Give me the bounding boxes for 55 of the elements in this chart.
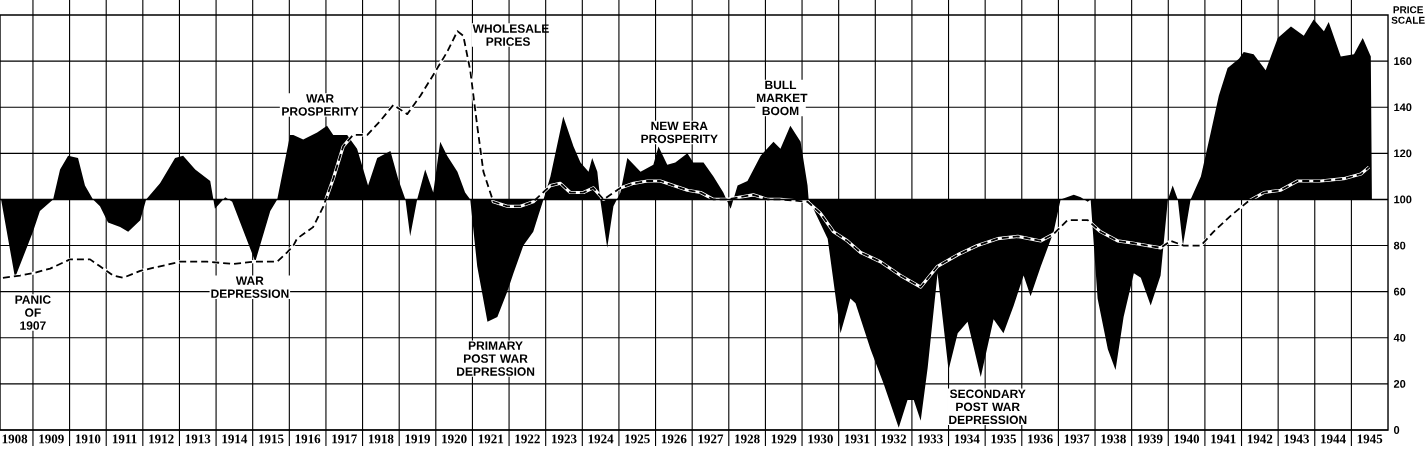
x-tick-label: 1919: [405, 434, 431, 444]
annotation: PRIMARY POST WAR DEPRESSION: [457, 341, 535, 376]
x-tick-label: 1914: [222, 434, 248, 444]
x-tick-label: 1925: [625, 434, 650, 444]
x-tick-label: 1938: [1101, 434, 1126, 444]
x-tick-label: 1924: [588, 434, 614, 444]
annotation: BULL MARKET BOOM: [756, 80, 808, 116]
annotation: PANIC OF 1907: [15, 295, 51, 330]
x-tick-label: 1941: [1211, 434, 1236, 444]
x-tick-label: 1912: [149, 434, 174, 444]
y-axis-title: PRICE SCALE: [1391, 6, 1425, 24]
x-tick-label: 1917: [332, 434, 357, 444]
x-tick-label: 1926: [661, 434, 687, 444]
annotation: WAR DEPRESSION: [211, 276, 289, 298]
y-tick-label: 40: [1393, 333, 1406, 342]
annotation: WAR PROSPERITY: [282, 94, 359, 116]
y-tick-label: 80: [1393, 241, 1406, 250]
y-tick-label: 120: [1394, 149, 1412, 158]
x-tick-label: 1928: [735, 434, 760, 444]
y-tick-label: 60: [1393, 287, 1406, 296]
x-tick-label: 1933: [918, 434, 943, 444]
x-tick-label: 1943: [1284, 434, 1310, 444]
y-tick-label: 20: [1393, 379, 1406, 388]
x-tick-label: 1942: [1247, 434, 1273, 444]
x-tick-label: 1939: [1138, 434, 1163, 444]
x-tick-label: 1913: [185, 434, 211, 444]
x-tick-label: 1920: [442, 434, 467, 444]
x-tick-label: 1916: [295, 434, 321, 444]
x-tick-label: 1923: [552, 434, 577, 444]
y-tick-label: 160: [1394, 57, 1412, 65]
y-tick-label: 100: [1394, 195, 1412, 204]
x-tick-label: 1921: [478, 434, 504, 444]
x-tick-label: 1909: [39, 434, 64, 444]
x-tick-label: 1922: [515, 434, 540, 444]
x-tick-label: 1934: [954, 434, 980, 444]
x-tick-label: 1945: [1357, 434, 1383, 444]
x-tick-label: 1937: [1064, 434, 1090, 444]
annotation: SECONDARY POST WAR DEPRESSION: [949, 389, 1027, 425]
x-tick-label: 1935: [991, 434, 1016, 444]
x-tick-label: 1944: [1321, 434, 1346, 444]
x-tick-label: 1936: [1028, 434, 1053, 444]
x-tick-label: 1929: [771, 434, 797, 444]
x-tick-label: 1932: [881, 434, 907, 444]
x-tick-label: 1911: [112, 434, 137, 444]
x-tick-label: 1910: [75, 434, 101, 444]
x-tick-label: 1915: [259, 434, 284, 444]
y-tick-label: 140: [1394, 103, 1412, 112]
x-tick-label: 1940: [1174, 434, 1200, 444]
x-tick-label: 1908: [2, 434, 28, 444]
x-tick-label: 1931: [845, 434, 870, 444]
x-tick-label: 1918: [368, 434, 394, 444]
y-tick-label: 0: [1393, 426, 1400, 434]
annotation: NEW ERA PROSPERITY: [641, 121, 718, 144]
x-tick-label: 1930: [808, 434, 833, 444]
x-tick-label: 1927: [698, 434, 724, 444]
